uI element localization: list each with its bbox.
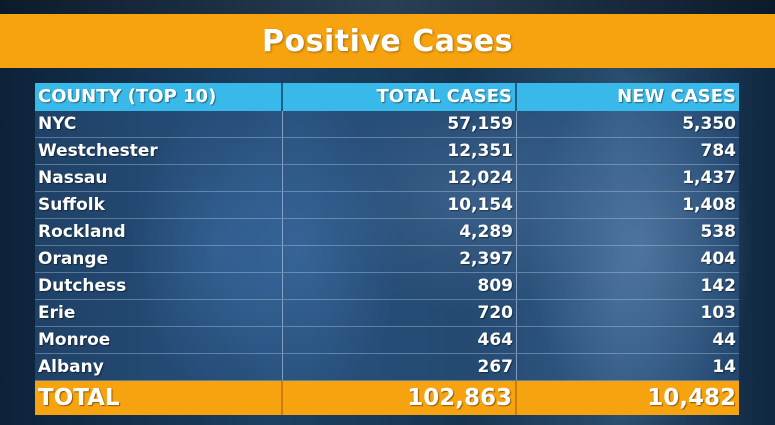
county-cell: Rockland xyxy=(35,219,283,245)
total-cases-sum: 102,863 xyxy=(283,381,517,415)
county-cell: Erie xyxy=(35,300,283,326)
county-cell: Nassau xyxy=(35,165,283,191)
total-cases-cell: 12,024 xyxy=(283,165,517,191)
county-cell: Dutchess xyxy=(35,273,283,299)
total-cases-cell: 57,159 xyxy=(283,111,517,137)
new-cases-cell: 14 xyxy=(712,357,736,377)
total-cases-cell: 809 xyxy=(283,273,517,299)
top-edge-bar xyxy=(0,0,775,14)
county-cell: Albany xyxy=(35,354,283,380)
new-cases-cell: 784 xyxy=(700,141,737,161)
new-cases-cell: 1,437 xyxy=(682,168,736,188)
county-cell: Monroe xyxy=(35,327,283,353)
new-cases-cell: 103 xyxy=(700,303,737,323)
table-header-row: COUNTY (TOP 10) TOTAL CASES NEW CASES xyxy=(35,83,739,111)
total-cases-cell: 720 xyxy=(283,300,517,326)
header-county: COUNTY (TOP 10) xyxy=(35,83,283,111)
table-row: Erie 720 103 xyxy=(35,300,739,327)
table-row: Rockland 4,289 538 xyxy=(35,219,739,246)
cases-table: COUNTY (TOP 10) TOTAL CASES NEW CASES NY… xyxy=(35,83,739,415)
new-cases-cell: 44 xyxy=(712,330,736,350)
new-cases-cell: 538 xyxy=(700,222,737,242)
total-cases-cell: 10,154 xyxy=(283,192,517,218)
county-cell: Suffolk xyxy=(35,192,283,218)
new-cases-cell: 142 xyxy=(700,276,737,296)
table-row: Nassau 12,024 1,437 xyxy=(35,165,739,192)
header-total-cases: TOTAL CASES xyxy=(283,83,517,111)
total-cases-cell: 464 xyxy=(283,327,517,353)
total-cases-cell: 2,397 xyxy=(283,246,517,272)
banner-title: Positive Cases xyxy=(261,23,514,59)
header-new-cases: NEW CASES xyxy=(617,86,736,107)
total-cases-cell: 267 xyxy=(283,354,517,380)
total-cases-cell: 12,351 xyxy=(283,138,517,164)
county-cell: NYC xyxy=(35,111,283,137)
table-row: Westchester 12,351 784 xyxy=(35,138,739,165)
county-cell: Westchester xyxy=(35,138,283,164)
new-cases-cell: 1,408 xyxy=(682,195,736,215)
title-banner: Positive Cases xyxy=(0,14,775,68)
table-row: Orange 2,397 404 xyxy=(35,246,739,273)
county-cell: Orange xyxy=(35,246,283,272)
table-row: Monroe 464 44 xyxy=(35,327,739,354)
table-row: Dutchess 809 142 xyxy=(35,273,739,300)
new-cases-cell: 404 xyxy=(700,249,737,269)
new-cases-sum: 10,482 xyxy=(647,385,736,411)
table-row: Albany 267 14 xyxy=(35,354,739,381)
new-cases-cell: 5,350 xyxy=(682,114,736,134)
table-total-row: TOTAL 102,863 10,482 xyxy=(35,381,739,415)
table-row: Suffolk 10,154 1,408 xyxy=(35,192,739,219)
total-cases-cell: 4,289 xyxy=(283,219,517,245)
total-label: TOTAL xyxy=(35,381,283,415)
table-row: NYC 57,159 5,350 xyxy=(35,111,739,138)
